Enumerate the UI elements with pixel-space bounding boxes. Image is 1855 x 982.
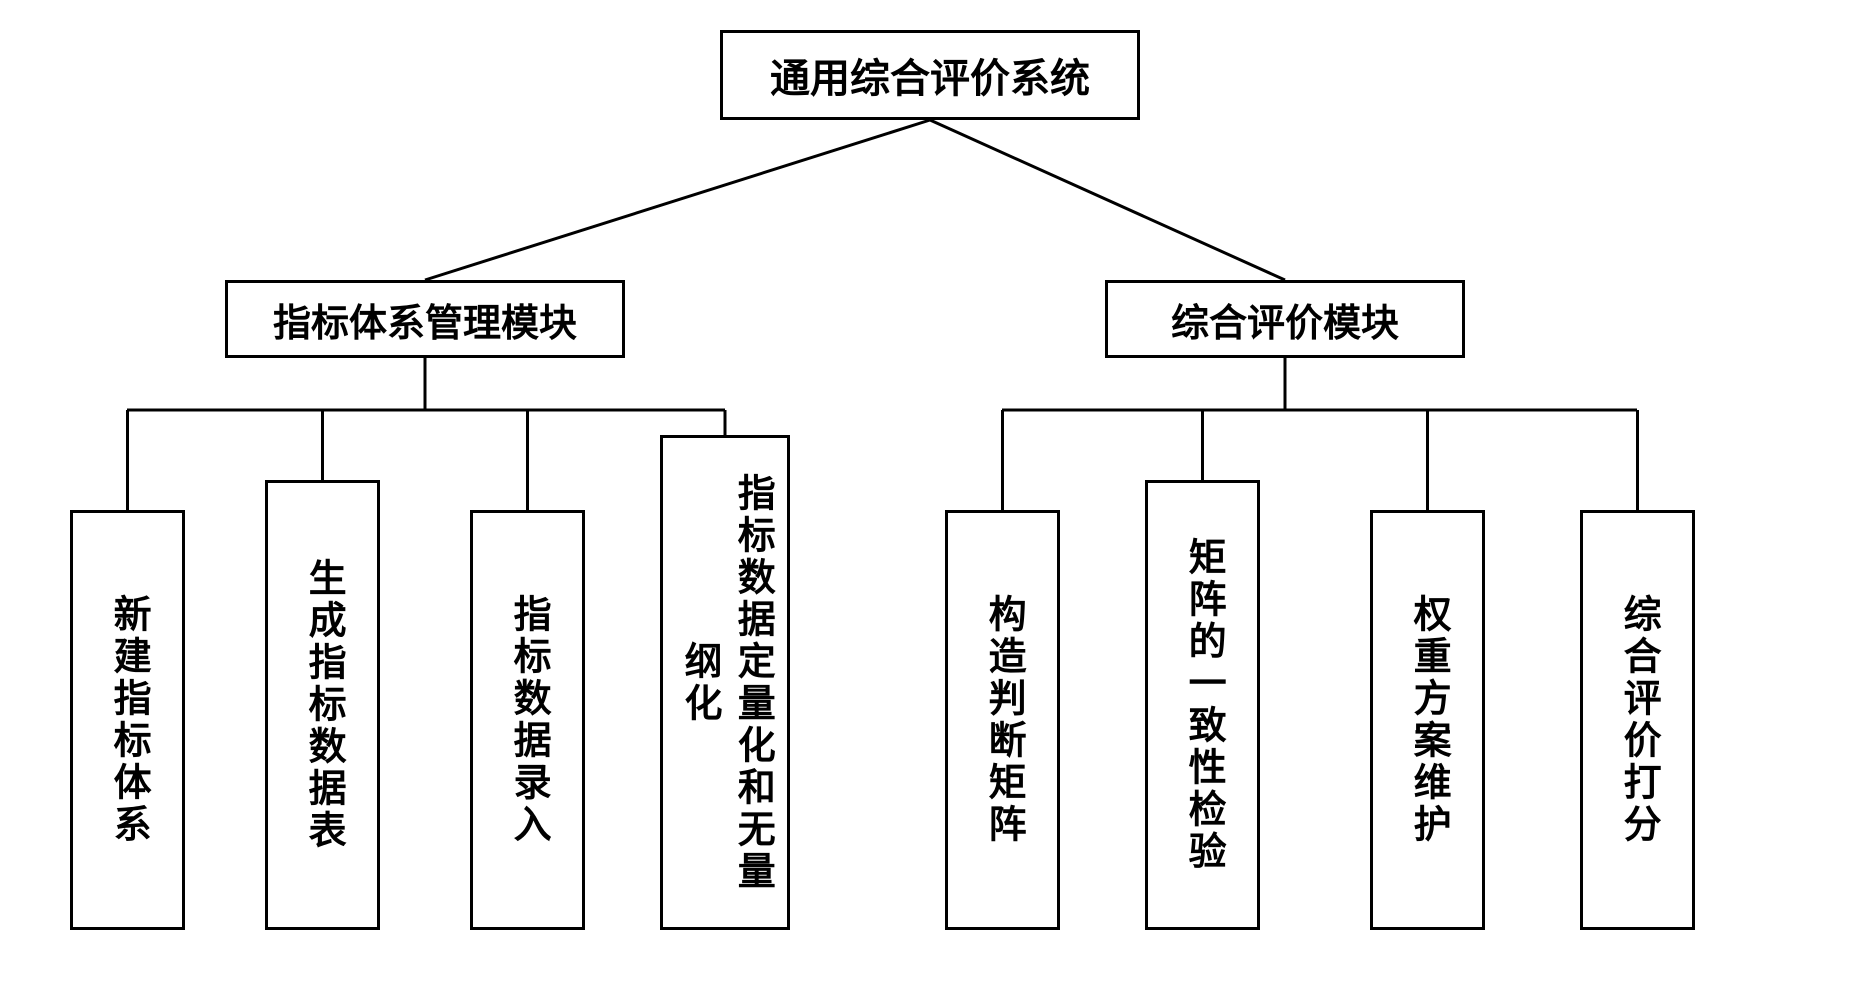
leaf-node: 指标数据定量化和无量纲化 (660, 435, 790, 930)
leaf-label: 生成指标数据表 (296, 558, 349, 852)
leaf-node: 生成指标数据表 (265, 480, 380, 930)
leaf-node: 构造判断矩阵 (945, 510, 1060, 930)
leaf-label: 指标数据定量化和无量纲化 (672, 458, 778, 907)
leaf-node: 指标数据录入 (470, 510, 585, 930)
mid-label: 综合评价模块 (1171, 292, 1399, 347)
leaf-label: 构造判断矩阵 (976, 594, 1029, 846)
mid-label: 指标体系管理模块 (273, 292, 577, 347)
root-node: 通用综合评价系统 (720, 30, 1140, 120)
leaf-node: 矩阵的一致性检验 (1145, 480, 1260, 930)
leaf-label: 综合评价打分 (1611, 594, 1664, 846)
leaf-label: 权重方案维护 (1401, 594, 1454, 846)
mid-node: 综合评价模块 (1105, 280, 1465, 358)
leaf-node: 权重方案维护 (1370, 510, 1485, 930)
leaf-node: 综合评价打分 (1580, 510, 1695, 930)
leaf-label: 指标数据录入 (501, 594, 554, 846)
leaf-label: 矩阵的一致性检验 (1176, 537, 1229, 873)
leaf-label: 新建指标体系 (101, 594, 154, 846)
root-label: 通用综合评价系统 (770, 46, 1090, 104)
leaf-node: 新建指标体系 (70, 510, 185, 930)
mid-node: 指标体系管理模块 (225, 280, 625, 358)
